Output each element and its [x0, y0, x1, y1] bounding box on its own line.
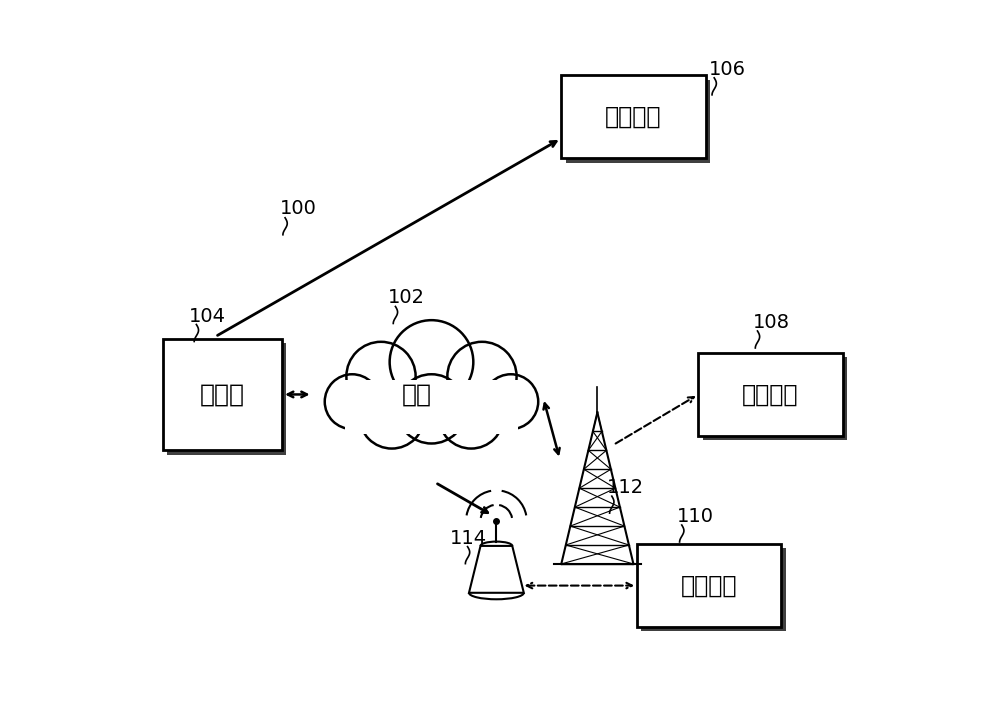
- FancyBboxPatch shape: [345, 380, 518, 434]
- FancyBboxPatch shape: [167, 343, 286, 455]
- FancyBboxPatch shape: [703, 358, 847, 440]
- Text: 100: 100: [280, 199, 317, 218]
- FancyBboxPatch shape: [637, 544, 781, 627]
- Text: 服务器: 服务器: [200, 382, 245, 406]
- Text: 112: 112: [607, 479, 644, 497]
- Text: 电子设备: 电子设备: [681, 573, 737, 597]
- Circle shape: [346, 342, 416, 411]
- FancyBboxPatch shape: [566, 80, 710, 163]
- Text: 114: 114: [450, 529, 487, 548]
- Circle shape: [439, 384, 504, 449]
- FancyBboxPatch shape: [561, 75, 706, 159]
- Circle shape: [390, 320, 473, 404]
- Circle shape: [325, 374, 380, 429]
- Polygon shape: [469, 546, 524, 593]
- Text: 106: 106: [709, 60, 746, 79]
- Text: 电子设备: 电子设备: [742, 382, 799, 406]
- Circle shape: [447, 342, 517, 411]
- FancyBboxPatch shape: [163, 339, 282, 450]
- Text: 102: 102: [388, 288, 425, 307]
- Circle shape: [483, 374, 538, 429]
- FancyBboxPatch shape: [641, 549, 786, 631]
- Text: 108: 108: [752, 313, 789, 332]
- Text: 110: 110: [677, 507, 714, 526]
- Text: 电子设备: 电子设备: [605, 105, 662, 129]
- FancyBboxPatch shape: [698, 353, 843, 436]
- Text: 网络: 网络: [402, 382, 432, 406]
- Circle shape: [359, 384, 424, 449]
- Text: 104: 104: [188, 306, 225, 326]
- Circle shape: [397, 374, 466, 444]
